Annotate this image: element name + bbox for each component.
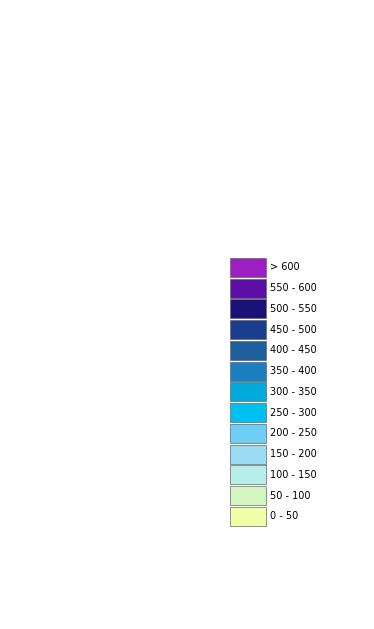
Text: 450 - 500: 450 - 500 <box>270 325 317 335</box>
Text: 400 - 450: 400 - 450 <box>270 345 317 355</box>
Text: 100 - 150: 100 - 150 <box>270 470 317 480</box>
Text: 350 - 400: 350 - 400 <box>270 366 317 376</box>
Text: 50 - 100: 50 - 100 <box>270 491 310 501</box>
Text: 300 - 350: 300 - 350 <box>270 387 317 397</box>
Text: 200 - 250: 200 - 250 <box>270 428 317 438</box>
Text: 150 - 200: 150 - 200 <box>270 449 317 459</box>
Text: 250 - 300: 250 - 300 <box>270 408 317 418</box>
Text: 500 - 550: 500 - 550 <box>270 304 317 314</box>
Text: > 600: > 600 <box>270 262 300 272</box>
Text: 0 - 50: 0 - 50 <box>270 511 298 521</box>
Text: 550 - 600: 550 - 600 <box>270 283 317 293</box>
